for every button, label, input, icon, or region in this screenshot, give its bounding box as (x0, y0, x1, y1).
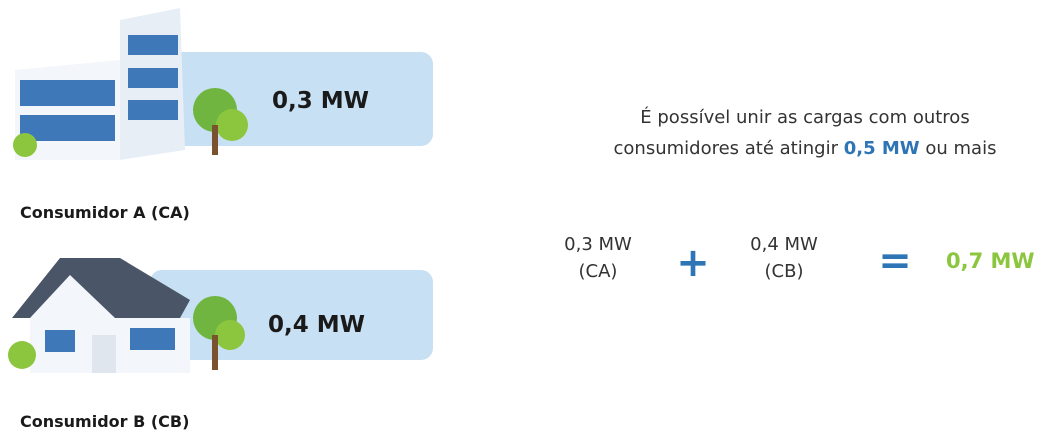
equals: = (878, 238, 912, 284)
note-text: consumidores até atingir (613, 138, 838, 159)
note: É possível unir as cargas com outros con… (560, 102, 1050, 164)
term: 0,3 MW (CA) (538, 231, 658, 285)
card-value: 0,3 MW (272, 88, 370, 114)
result: 0,7 MW (946, 249, 1035, 273)
consumer-label: Consumidor B (CB) (20, 412, 190, 431)
note-text: ou mais (925, 138, 997, 159)
house-icon (8, 258, 245, 373)
term-value: 0,3 MW (564, 234, 632, 255)
note-highlight: 0,5 MW (843, 138, 920, 159)
term-value: 0,4 MW (750, 234, 818, 255)
plus: + (676, 240, 710, 286)
note-line: É possível unir as cargas com outros (640, 107, 970, 128)
term-tag: (CB) (764, 261, 804, 282)
note-line: consumidores até atingir 0,5 MW ou mais (560, 133, 1050, 164)
card-value: 0,4 MW (268, 312, 366, 338)
office-icon (13, 8, 248, 160)
consumer-label: Consumidor A (CA) (20, 203, 190, 222)
term-tag: (CA) (578, 261, 618, 282)
term: 0,4 MW (CB) (724, 231, 844, 285)
